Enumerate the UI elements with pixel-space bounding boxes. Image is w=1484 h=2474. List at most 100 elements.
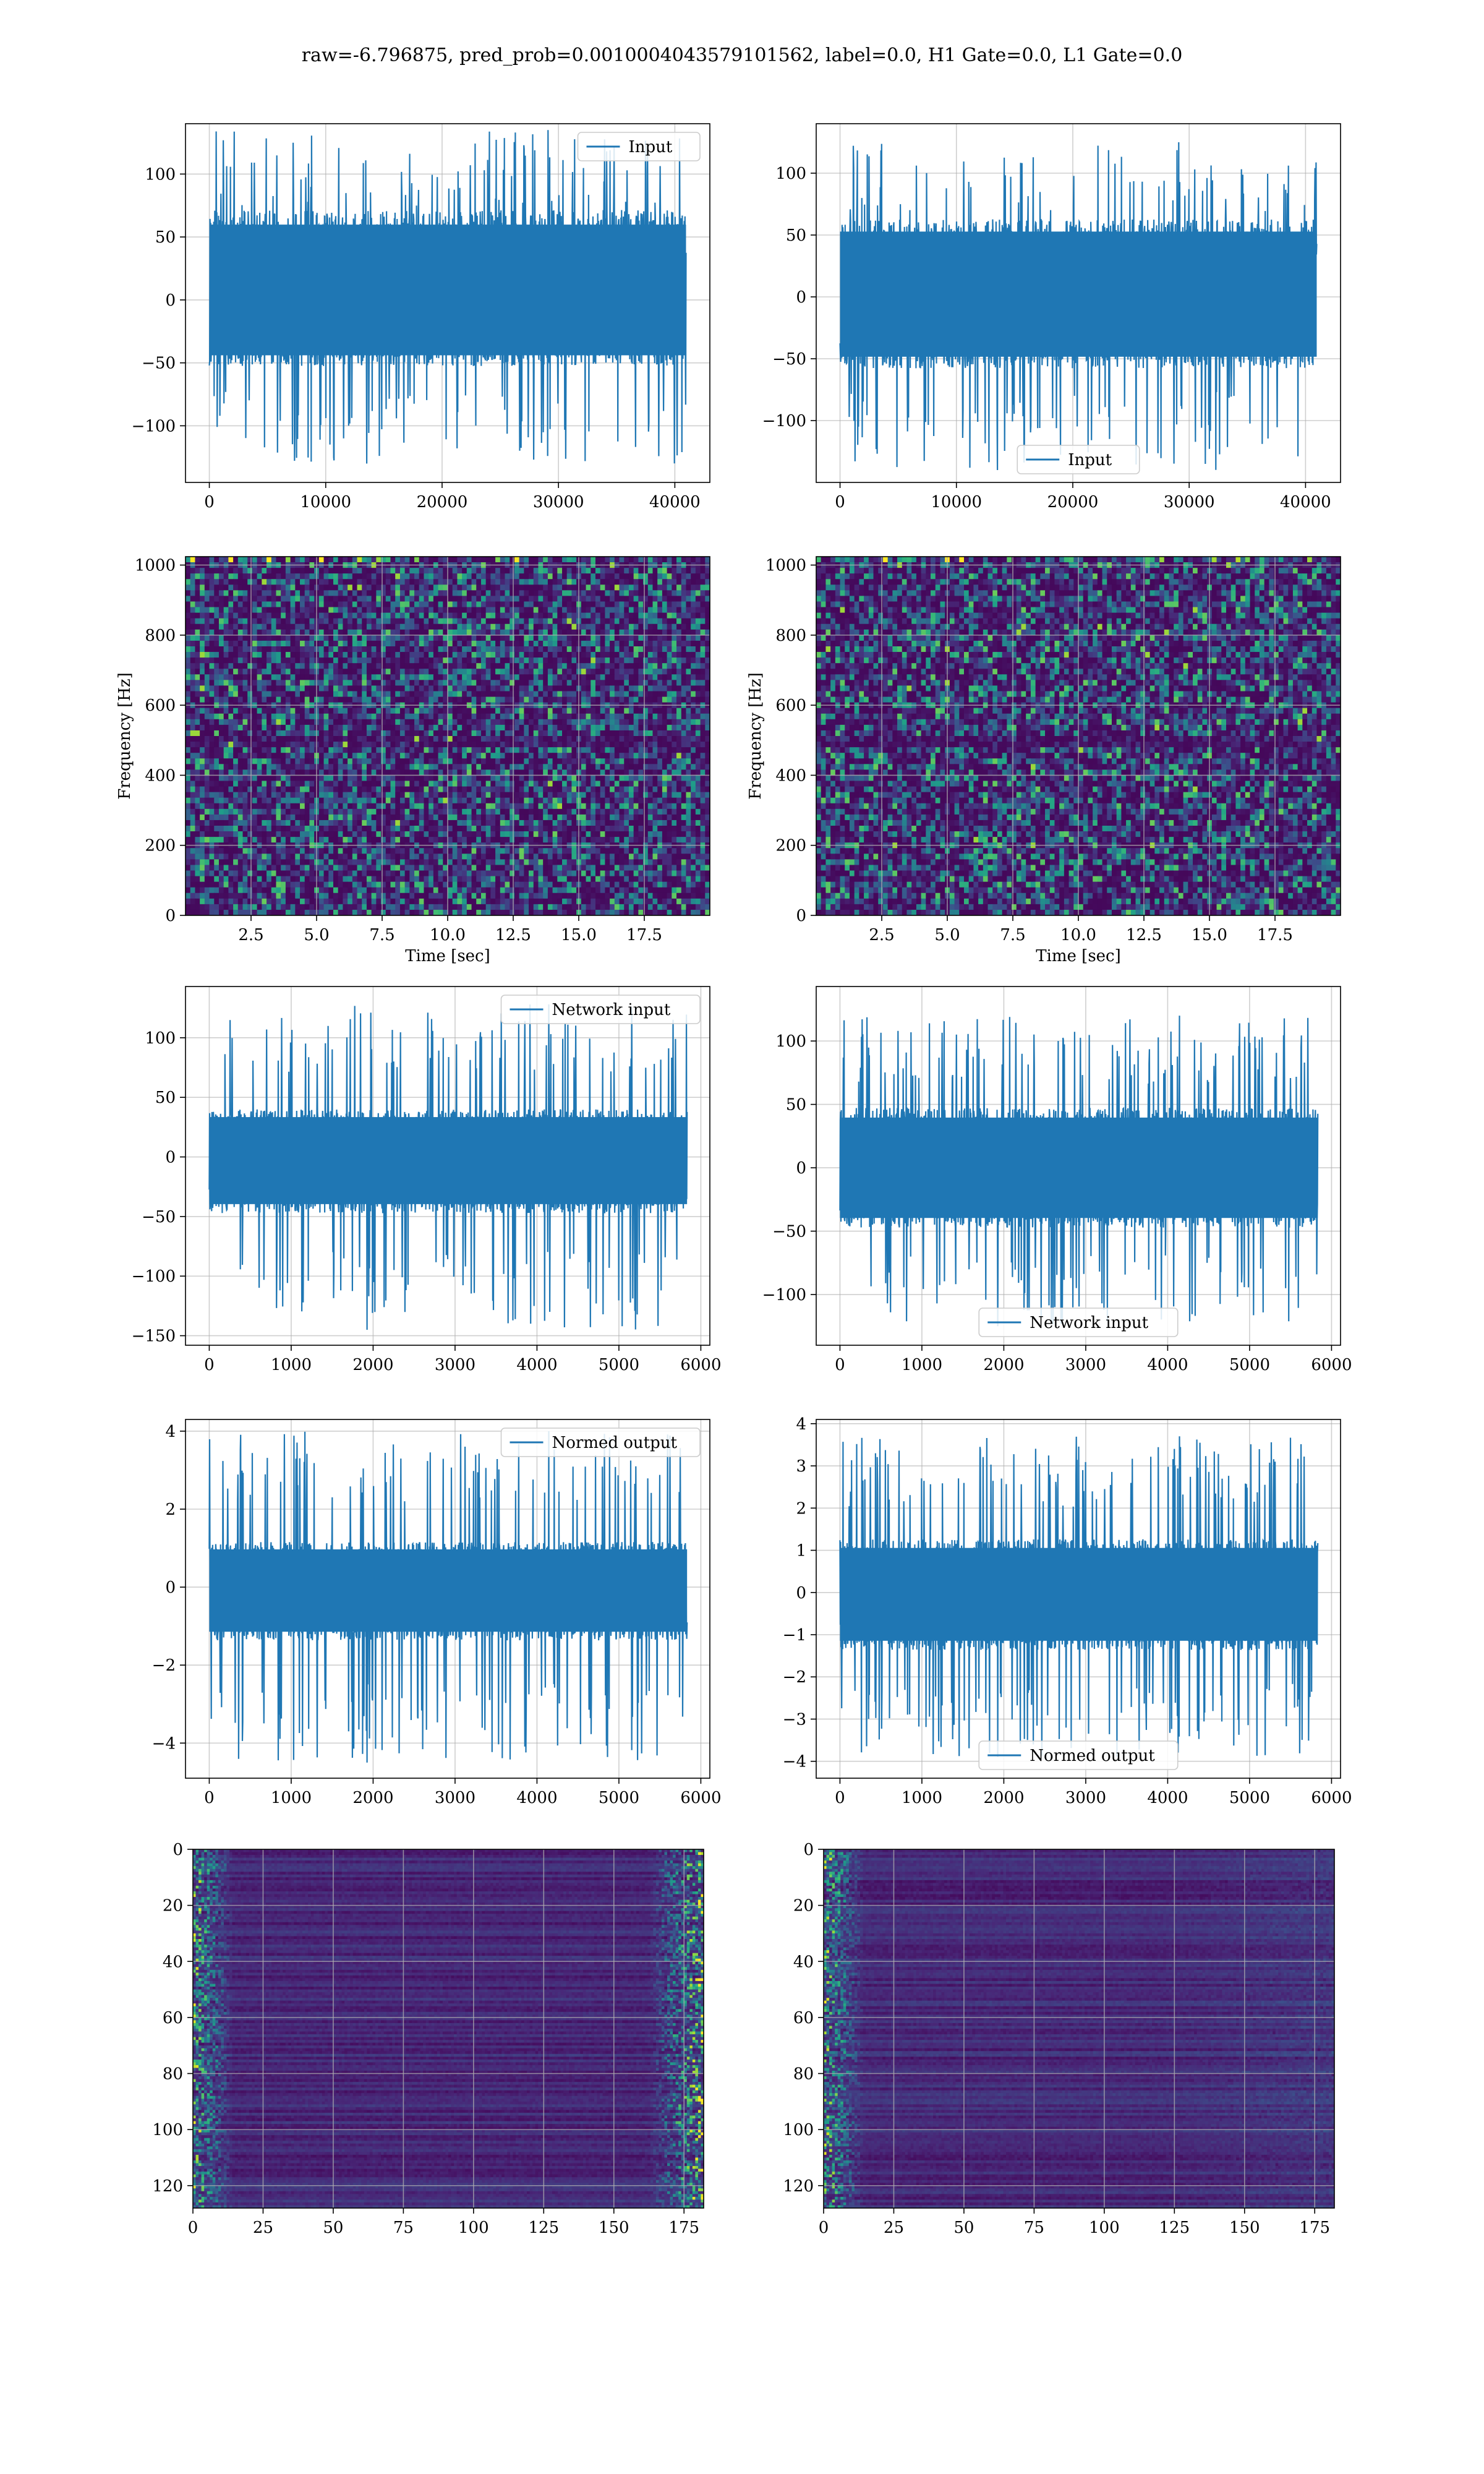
x-tick-label: 20000	[417, 493, 468, 511]
y-tick-label: 0	[165, 907, 176, 925]
x-tick-label: 10.0	[430, 926, 466, 944]
y-tick-label: 4	[165, 1423, 176, 1441]
legend: Input	[578, 132, 701, 161]
x-tick-label: 5000	[599, 1356, 639, 1374]
x-tick-label: 17.5	[626, 926, 662, 944]
x-tick-label: 0	[835, 1789, 845, 1807]
y-tick-label: 50	[155, 1089, 176, 1107]
x-axis-label: Time [sec]	[1036, 947, 1121, 965]
y-tick-label: 0	[165, 1149, 176, 1167]
y-tick-label: 80	[793, 2065, 814, 2084]
x-tick-label: 20000	[1047, 493, 1099, 511]
legend-label: Normed output	[1030, 1747, 1155, 1765]
x-tick-label: 12.5	[495, 926, 531, 944]
x-tick-label: 4000	[516, 1789, 557, 1807]
y-tick-label: 50	[155, 228, 176, 247]
y-tick-label: 0	[796, 1584, 806, 1603]
y-tick-label: 0	[796, 907, 806, 925]
series-core-band	[840, 1548, 1318, 1641]
x-tick-label: 5.0	[934, 926, 960, 944]
x-tick-label: 150	[599, 2219, 629, 2237]
y-tick-label: 120	[783, 2177, 814, 2196]
y-tick-label: 1000	[765, 557, 806, 575]
x-tick-label: 175	[1299, 2219, 1330, 2237]
legend-label: Network input	[1030, 1314, 1148, 1332]
legend: Network input	[501, 995, 701, 1024]
y-tick-label: 3	[796, 1457, 806, 1476]
y-tick-label: 0	[803, 1841, 814, 1859]
y-tick-label: 800	[145, 627, 176, 645]
y-tick-label: 800	[775, 627, 806, 645]
heatmap-cells	[824, 1849, 1335, 2209]
y-tick-label: 50	[786, 226, 806, 245]
x-tick-label: 2000	[983, 1356, 1024, 1374]
x-tick-label: 10000	[931, 493, 982, 511]
y-tick-label: 2	[796, 1499, 806, 1518]
y-tick-label: −100	[762, 412, 806, 430]
x-tick-label: 7.5	[1000, 926, 1025, 944]
y-tick-label: 100	[783, 2121, 814, 2139]
x-tick-label: 2000	[983, 1789, 1024, 1807]
heatmap-cells	[193, 1849, 704, 2209]
y-tick-label: 50	[786, 1096, 806, 1115]
x-tick-label: 0	[204, 493, 215, 511]
x-tick-label: 40000	[649, 493, 701, 511]
y-tick-label: 400	[145, 766, 176, 785]
x-tick-label: 6000	[680, 1789, 721, 1807]
x-tick-label: 175	[668, 2219, 699, 2237]
x-tick-label: 3000	[1065, 1356, 1106, 1374]
y-tick-label: 20	[163, 1897, 183, 1915]
y-tick-label: −2	[783, 1668, 806, 1687]
chart-l1-network-input: 0 1000 2000 3000 4000 5000 6000−100−50050100Ne…	[762, 987, 1352, 1374]
x-tick-label: 50	[953, 2219, 974, 2237]
y-tick-label: 400	[775, 766, 806, 785]
y-tick-label: 200	[145, 837, 176, 855]
series-core-band	[209, 1117, 687, 1204]
x-tick-label: 5.0	[304, 926, 329, 944]
y-tick-label: 0	[165, 291, 176, 310]
y-tick-label: −100	[132, 1267, 176, 1286]
x-tick-label: 3000	[435, 1789, 475, 1807]
legend: Network input	[979, 1308, 1178, 1337]
y-tick-label: −50	[772, 1223, 806, 1241]
x-tick-label: 0	[835, 493, 845, 511]
x-tick-label: 12.5	[1126, 926, 1162, 944]
x-tick-label: 5000	[1229, 1789, 1270, 1807]
y-tick-label: 60	[163, 2009, 183, 2027]
y-tick-label: 1	[796, 1542, 806, 1560]
x-tick-label: 100	[1089, 2219, 1120, 2237]
x-tick-label: 1000	[902, 1789, 942, 1807]
x-tick-label: 4000	[516, 1356, 557, 1374]
x-tick-label: 40000	[1280, 493, 1331, 511]
x-tick-label: 50	[323, 2219, 343, 2237]
x-tick-label: 15.0	[1192, 926, 1227, 944]
y-tick-label: 80	[163, 2065, 183, 2084]
y-tick-label: −100	[762, 1286, 806, 1304]
legend: Normed output	[501, 1428, 701, 1457]
x-tick-label: 75	[1024, 2219, 1044, 2237]
x-tick-label: 3000	[1065, 1789, 1106, 1807]
y-tick-label: −2	[152, 1656, 176, 1675]
x-tick-label: 6000	[1311, 1356, 1352, 1374]
y-tick-label: −50	[142, 354, 176, 373]
y-tick-label: 0	[796, 1159, 806, 1178]
y-tick-label: −1	[783, 1626, 806, 1645]
legend-label: Input	[629, 138, 673, 156]
y-tick-label: 100	[775, 1032, 806, 1051]
y-tick-label: 60	[793, 2009, 814, 2027]
x-tick-label: 2.5	[869, 926, 894, 944]
x-tick-label: 125	[1159, 2219, 1190, 2237]
y-tick-label: 0	[165, 1578, 176, 1597]
legend-label: Normed output	[552, 1434, 678, 1452]
y-tick-label: 100	[145, 1029, 176, 1048]
x-tick-label: 0	[835, 1356, 845, 1374]
y-tick-label: 2	[165, 1500, 176, 1519]
y-tick-label: −3	[783, 1710, 806, 1729]
x-tick-label: 5000	[1229, 1356, 1270, 1374]
x-tick-label: 1000	[271, 1356, 312, 1374]
chart-l1-normed-output: 0 1000 2000 3000 4000 5000 6000−4−3−2−101234No…	[783, 1415, 1352, 1807]
series-core-band	[840, 1118, 1318, 1218]
x-tick-label: 0	[204, 1356, 215, 1374]
